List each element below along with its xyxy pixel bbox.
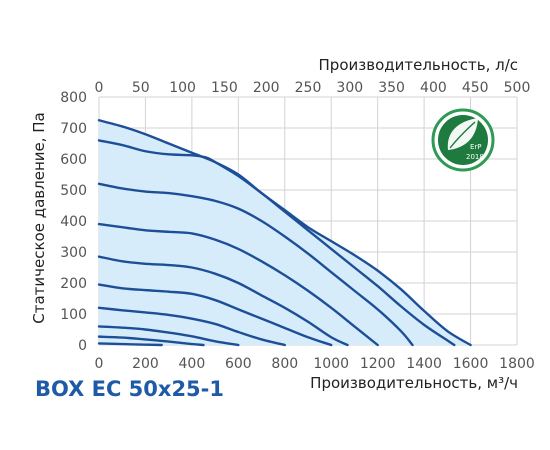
x2-tick-label: 400 [420,80,447,96]
x-tick-label: 1400 [406,356,442,372]
badge-label: ErP [470,143,482,151]
y-tick-label: 600 [60,152,87,168]
y-tick-label: 0 [78,338,87,354]
performance-curve-7 [97,306,286,347]
y-tick-label: 400 [60,214,87,230]
leaf-vein-icon [449,121,476,149]
y-axis-title: Статическое давление, Па [30,112,48,323]
x2-tick-label: 200 [253,80,280,96]
curves [97,119,472,347]
x-tick-label: 400 [179,356,206,372]
performance-curve-5 [97,255,349,347]
x2-tick-label: 450 [462,80,489,96]
x-tick-label: 800 [271,356,298,372]
x2-tick-label: 350 [378,80,405,96]
x-tick-label: 1600 [453,356,489,372]
performance-curve-6 [97,283,333,347]
y-tick-label: 200 [60,276,87,292]
badge-year: 2018 [466,153,484,161]
x-axis-bottom-title: Производительность, м³/ч [310,374,518,392]
x-tick-label: 1000 [313,356,349,372]
operating-area [99,120,471,345]
x-axis-top-title: Производительность, л/с [319,56,518,74]
performance-curve-3 [97,182,414,347]
x2-tick-label: 150 [211,80,238,96]
x-tick-label: 200 [132,356,159,372]
y-tick-label: 800 [60,90,87,106]
x-tick-label: 1800 [499,356,535,372]
x-tick-label: 0 [95,356,104,372]
performance-curve-1 [97,119,472,347]
performance-curve-8 [97,325,240,347]
y-tick-label: 500 [60,183,87,199]
x2-tick-label: 300 [336,80,363,96]
x2-tick-label: 0 [95,80,104,96]
performance-curve-2 [97,139,456,347]
x-tick-label: 600 [225,356,252,372]
y-tick-label: 100 [60,307,87,323]
performance-curve-4 [97,222,379,347]
y-tick-label: 300 [60,245,87,261]
x2-tick-label: 50 [132,80,150,96]
performance-curve-10 [97,342,163,347]
y-tick-label: 700 [60,121,87,137]
erp-badge: ErP 2018 [431,108,495,172]
x2-tick-label: 250 [295,80,322,96]
x-tick-label: 1200 [360,356,396,372]
x2-tick-label: 500 [504,80,531,96]
model-label: BOX EC 50x25-1 [35,377,224,401]
x2-tick-label: 100 [169,80,196,96]
performance-curve-9 [97,335,205,347]
